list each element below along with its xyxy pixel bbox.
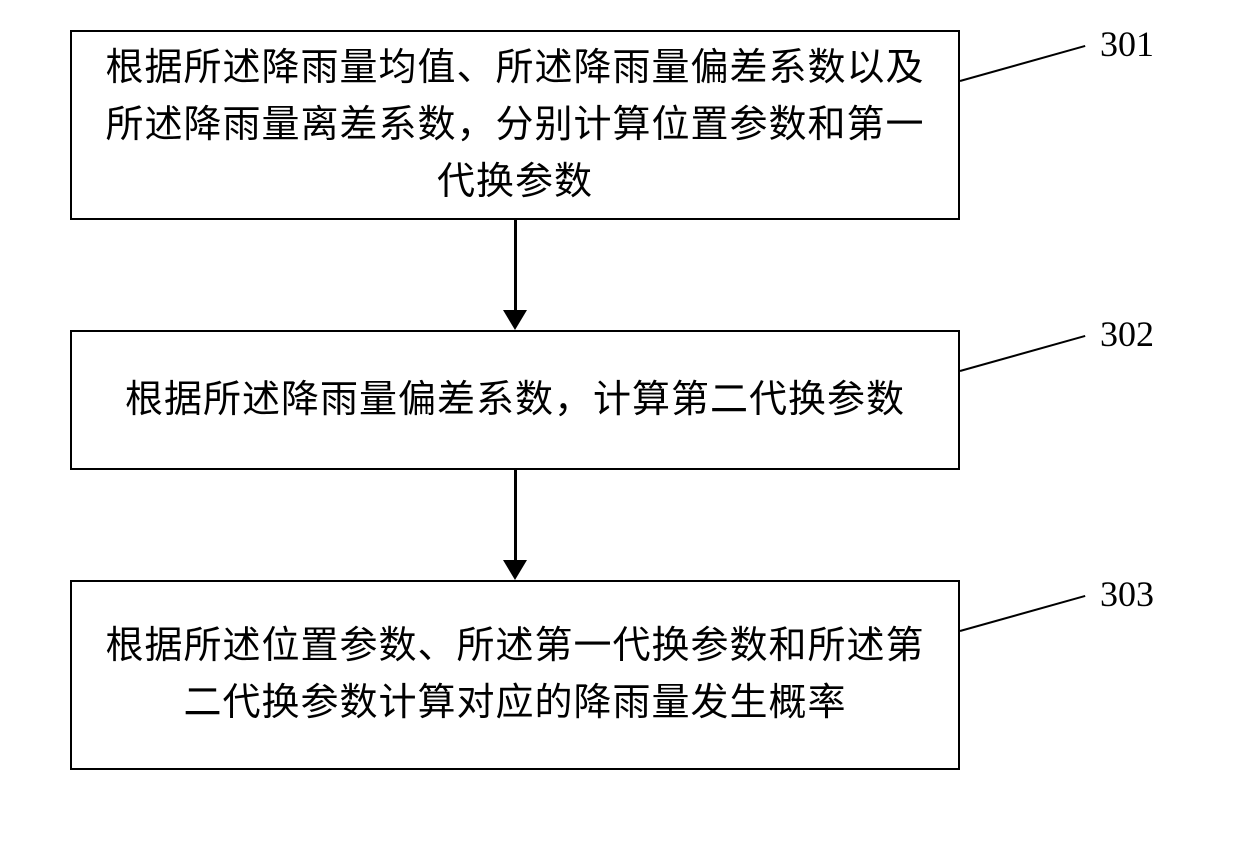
flow-node-text: 根据所述位置参数、所述第一代换参数和所述第二代换参数计算对应的降雨量发生概率: [92, 618, 938, 732]
flow-node-text: 根据所述降雨量偏差系数，计算第二代换参数: [125, 372, 905, 429]
flow-node-text: 根据所述降雨量均值、所述降雨量偏差系数以及所述降雨量离差系数，分别计算位置参数和…: [92, 40, 938, 211]
flow-node-n2: 根据所述降雨量偏差系数，计算第二代换参数: [70, 330, 960, 470]
step-label-303: 303: [1100, 573, 1154, 615]
arrowhead-icon: [503, 310, 527, 330]
arrowhead-icon: [503, 560, 527, 580]
flow-node-n3: 根据所述位置参数、所述第一代换参数和所述第二代换参数计算对应的降雨量发生概率: [70, 580, 960, 770]
flowchart-canvas: 根据所述降雨量均值、所述降雨量偏差系数以及所述降雨量离差系数，分别计算位置参数和…: [0, 0, 1240, 842]
step-label-301: 301: [1100, 23, 1154, 65]
leader-line: [960, 595, 1086, 632]
connector-line: [514, 220, 517, 310]
connector-line: [514, 470, 517, 560]
flow-node-n1: 根据所述降雨量均值、所述降雨量偏差系数以及所述降雨量离差系数，分别计算位置参数和…: [70, 30, 960, 220]
leader-line: [960, 45, 1086, 82]
leader-line: [960, 335, 1086, 372]
step-label-302: 302: [1100, 313, 1154, 355]
